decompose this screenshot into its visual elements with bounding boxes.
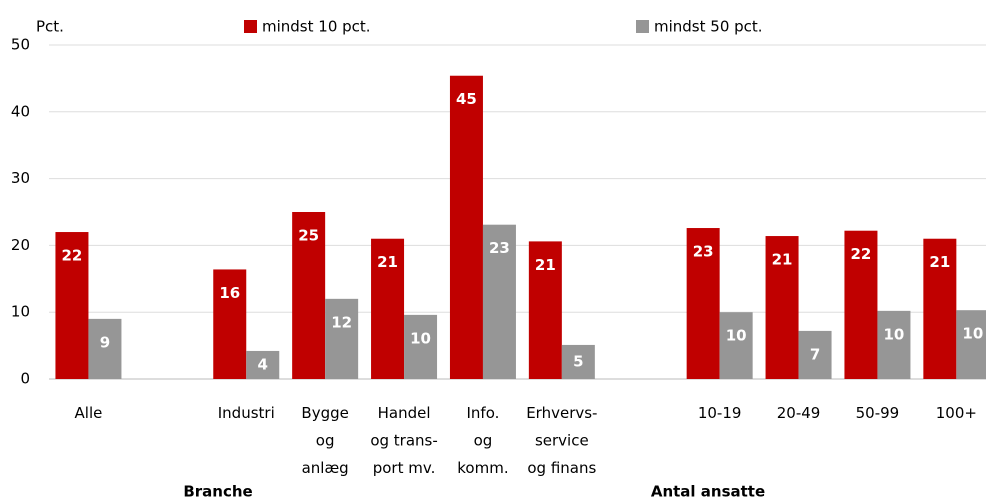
bar	[844, 230, 878, 379]
x-tick-label: Erhvervs-service og finans	[526, 404, 597, 477]
bar	[482, 224, 516, 379]
value-label: 21	[772, 251, 793, 269]
group-label: Branche	[183, 483, 252, 501]
bar	[561, 344, 595, 379]
bar	[877, 310, 911, 379]
y-tick-label: 10	[11, 303, 30, 321]
x-tick-label: Bygge og anlæg	[301, 404, 348, 477]
y-tick-label: 0	[20, 370, 30, 388]
value-label: 22	[62, 247, 83, 265]
value-label: 10	[410, 329, 431, 347]
bar	[292, 212, 326, 379]
x-tick-label: 20-49	[777, 404, 821, 422]
bar	[55, 232, 89, 379]
y-tick-label: 30	[11, 169, 30, 187]
value-label: 10	[962, 325, 983, 343]
value-label: 21	[535, 256, 556, 274]
value-label: 16	[219, 284, 240, 302]
group-label: Antal ansatte	[651, 483, 765, 501]
x-tick-label: 100+	[936, 404, 977, 422]
y-tick-label: 50	[11, 36, 30, 54]
bar	[686, 228, 720, 379]
bar	[528, 241, 562, 379]
value-label: 45	[456, 90, 477, 108]
x-tick-label: Info. og komm.	[457, 404, 508, 477]
bar	[765, 236, 799, 379]
bar	[213, 269, 247, 379]
value-label: 23	[489, 239, 510, 257]
legend-swatch	[636, 20, 649, 33]
x-tick-label: Handel og trans-port mv.	[370, 404, 437, 477]
y-axis-label: Pct.	[36, 18, 64, 36]
legend-label: mindst 10 pct.	[262, 18, 371, 36]
value-label: 12	[331, 313, 352, 331]
value-label: 7	[810, 345, 820, 363]
value-label: 4	[258, 355, 268, 373]
x-tick-label: Industri	[218, 404, 275, 422]
bar	[88, 318, 122, 379]
legend-swatch	[244, 20, 257, 33]
y-tick-label: 40	[11, 102, 30, 120]
value-label: 5	[573, 352, 583, 370]
bar	[923, 238, 957, 379]
bar	[325, 298, 359, 379]
value-label: 22	[851, 245, 872, 263]
value-label: 21	[377, 253, 398, 271]
value-label: 25	[298, 227, 319, 245]
x-tick-label: Alle	[75, 404, 103, 422]
value-label: 23	[693, 243, 714, 261]
x-tick-label: 50-99	[856, 404, 900, 422]
bar	[246, 350, 280, 379]
bar	[404, 314, 438, 379]
x-tick-label: 10-19	[698, 404, 742, 422]
bar	[371, 238, 405, 379]
bar	[956, 310, 986, 379]
bar	[719, 312, 753, 379]
value-label: 10	[726, 327, 747, 345]
legend-label: mindst 50 pct.	[654, 18, 763, 36]
bar	[798, 330, 832, 379]
y-tick-label: 20	[11, 236, 30, 254]
value-label: 21	[929, 253, 950, 271]
value-label: 10	[884, 325, 905, 343]
bar	[449, 75, 483, 379]
value-label: 9	[100, 333, 110, 351]
